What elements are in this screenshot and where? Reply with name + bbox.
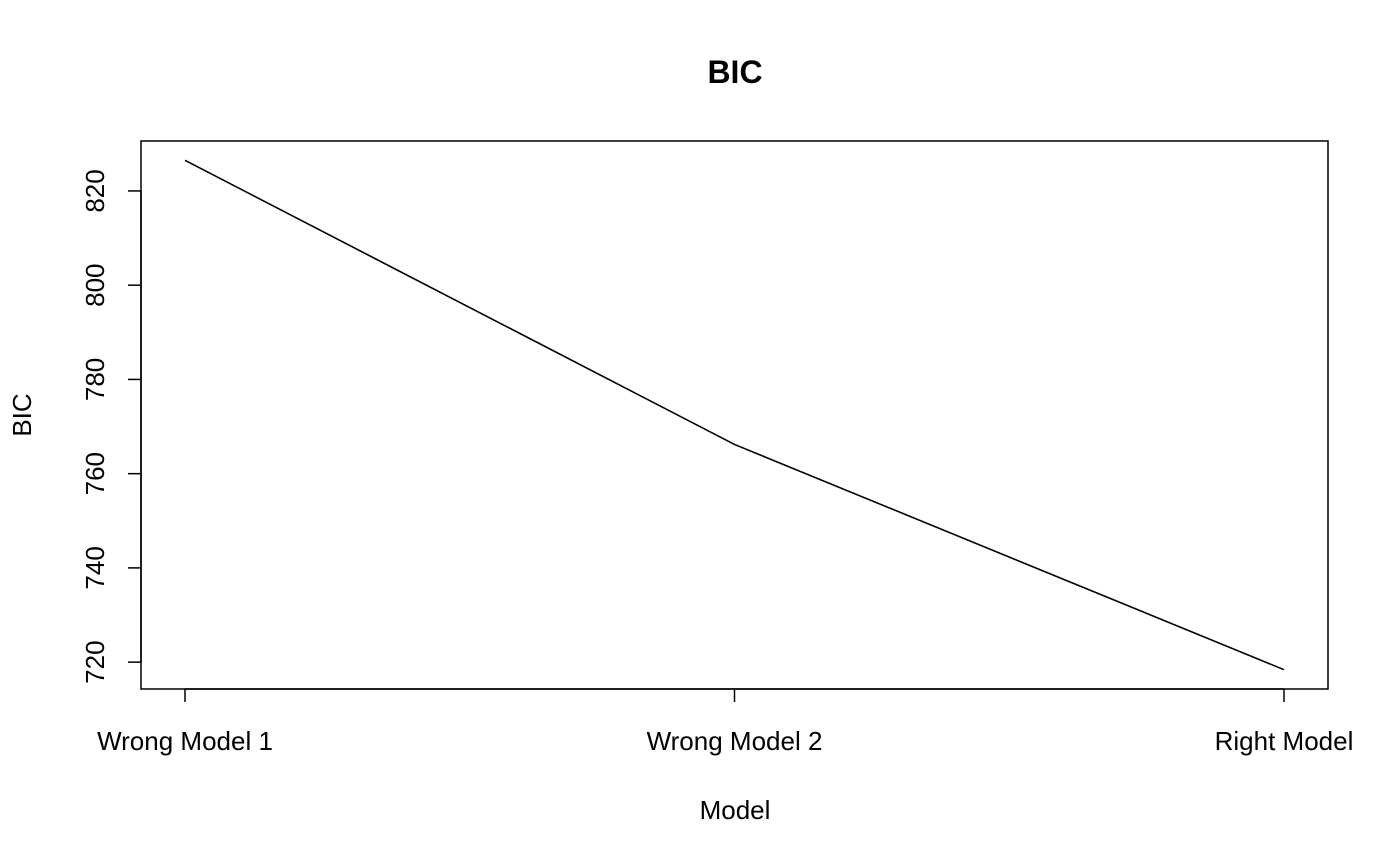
chart-title: BIC — [707, 54, 762, 90]
x-tick-label: Wrong Model 2 — [647, 726, 823, 756]
y-tick-label: 720 — [80, 640, 110, 683]
y-tick-label: 780 — [80, 358, 110, 401]
y-tick-label: 820 — [80, 169, 110, 212]
x-tick-label: Right Model — [1215, 726, 1354, 756]
y-tick-label: 800 — [80, 263, 110, 306]
x-axis-label: Model — [700, 795, 771, 825]
x-axis: Wrong Model 1 Wrong Model 2 Right Model — [97, 688, 1354, 756]
y-axis-label: BIC — [7, 393, 37, 436]
y-tick-label: 740 — [80, 546, 110, 589]
plot-frame — [140, 140, 1329, 690]
x-tick-label: Wrong Model 1 — [97, 726, 273, 756]
y-tick-label: 760 — [80, 452, 110, 495]
y-axis: 720 740 760 780 800 820 — [80, 169, 142, 684]
series-group — [184, 159, 1285, 671]
series-line — [184, 159, 1285, 671]
